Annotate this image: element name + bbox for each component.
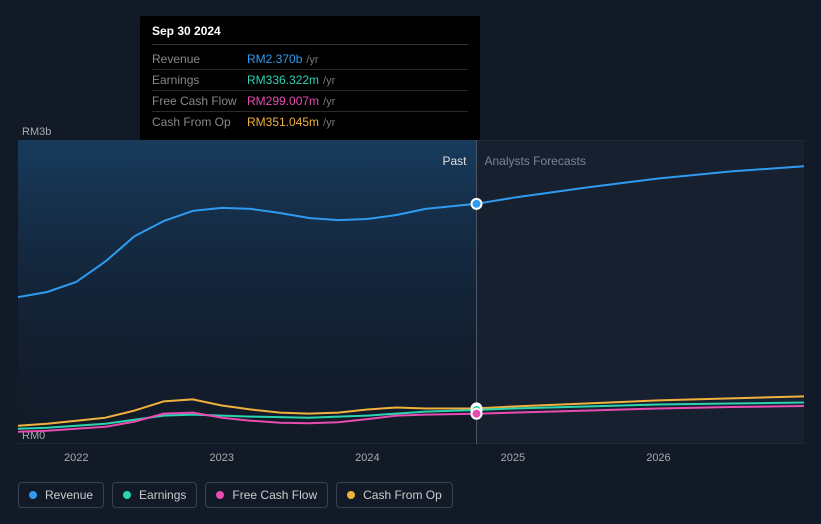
legend-label: Revenue [45,488,93,502]
tooltip-metric-label: Free Cash Flow [152,94,247,108]
legend-item[interactable]: Free Cash Flow [205,482,328,508]
legend-label: Earnings [139,488,186,502]
chart-legend: Revenue Earnings Free Cash Flow Cash From O… [18,482,453,508]
past-label: Past [443,154,467,168]
legend-label: Cash From Op [363,488,442,502]
tooltip-row: EarningsRM336.322m/yr [152,70,468,91]
legend-label: Free Cash Flow [232,488,317,502]
x-axis: 2022 2023 2024 2025 2026 [18,452,804,472]
legend-item[interactable]: Earnings [112,482,197,508]
tooltip-metric-value: RM299.007m [247,94,319,108]
tooltip-metric-unit: /yr [323,75,335,87]
chart-plot-area[interactable] [18,140,804,444]
x-axis-tick: 2024 [355,452,379,464]
x-axis-tick: 2023 [210,452,234,464]
forecast-label: Analysts Forecasts [485,154,586,168]
legend-dot-icon [29,491,37,499]
tooltip-metric-value: RM336.322m [247,73,319,87]
tooltip-metric-label: Cash From Op [152,115,247,129]
tooltip-metric-unit: /yr [306,54,318,66]
hover-tooltip: Sep 30 2024 RevenueRM2.370b/yrEarningsRM… [140,16,480,140]
x-axis-tick: 2025 [501,452,525,464]
legend-dot-icon [347,491,355,499]
legend-dot-icon [123,491,131,499]
tooltip-metric-label: Earnings [152,73,247,87]
tooltip-metric-value: RM351.045m [247,115,319,129]
legend-dot-icon [216,491,224,499]
tooltip-row: RevenueRM2.370b/yr [152,49,468,70]
x-axis-tick: 2022 [64,452,88,464]
tooltip-date: Sep 30 2024 [152,24,468,45]
tooltip-metric-unit: /yr [323,96,335,108]
legend-item[interactable]: Revenue [18,482,104,508]
tooltip-row: Cash From OpRM351.045m/yr [152,112,468,132]
legend-item[interactable]: Cash From Op [336,482,453,508]
tooltip-metric-value: RM2.370b [247,52,302,66]
tooltip-metric-unit: /yr [323,117,335,129]
tooltip-metric-label: Revenue [152,52,247,66]
tooltip-row: Free Cash FlowRM299.007m/yr [152,91,468,112]
y-axis-label: RM3b [22,126,51,138]
x-axis-tick: 2026 [646,452,670,464]
